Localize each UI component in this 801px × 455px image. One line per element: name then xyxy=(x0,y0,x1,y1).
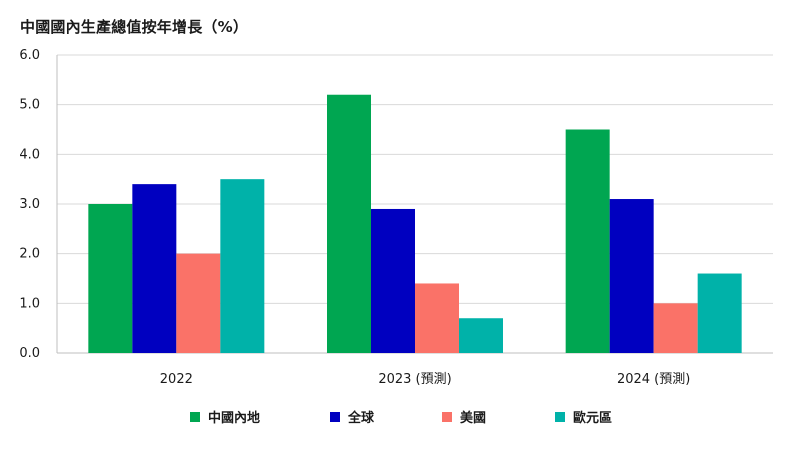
legend-swatch-us xyxy=(442,411,452,422)
legend-item-global: 全球 xyxy=(330,407,374,426)
legend-label-eurozone: 歐元區 xyxy=(573,411,613,426)
legend-label-us: 美國 xyxy=(460,411,487,426)
bar-0-3 xyxy=(220,179,265,353)
legend-item-us: 美國 xyxy=(442,407,486,426)
bar-2-2 xyxy=(653,303,698,353)
y-tick-label-6: 6.0 xyxy=(19,48,40,63)
y-tick-label-4: 4.0 xyxy=(19,147,40,162)
x-category-label-0: 2022 xyxy=(160,372,193,387)
y-tick-label-5: 5.0 xyxy=(19,98,40,113)
bar-0-1 xyxy=(132,184,177,353)
legend-swatch-eurozone xyxy=(555,411,565,422)
legend-swatch-mainland xyxy=(190,411,200,422)
chart-title: 中國國內生產總值按年增長（%） xyxy=(20,18,249,36)
bar-1-3 xyxy=(459,318,503,353)
legend-item-eurozone: 歐元區 xyxy=(555,407,612,426)
bar-0-0 xyxy=(88,204,133,353)
chart-legend: 中國內地 全球 美國 歐元區 xyxy=(0,407,801,429)
legend-swatch-global xyxy=(330,411,340,422)
bar-1-2 xyxy=(415,283,459,353)
x-category-label-1: 2023 (預測) xyxy=(378,372,451,387)
bar-1-0 xyxy=(327,94,371,353)
legend-item-mainland: 中國內地 xyxy=(190,407,260,426)
legend-label-global: 全球 xyxy=(348,411,375,426)
bar-chart: 0.0 1.0 2.0 3.0 4.0 5.0 6.0 2022 2023 (預測) 2024 (… xyxy=(19,48,773,387)
legend-label-mainland: 中國內地 xyxy=(208,411,261,426)
y-tick-label-0: 0.0 xyxy=(19,346,40,361)
y-tick-label-1: 1.0 xyxy=(19,296,40,311)
bar-1-1 xyxy=(371,208,415,353)
bar-2-3 xyxy=(697,273,742,353)
bar-0-2 xyxy=(176,253,221,353)
y-tick-label-3: 3.0 xyxy=(19,197,40,212)
bar-2-0 xyxy=(565,129,610,353)
y-tick-label-2: 2.0 xyxy=(19,247,40,262)
bar-2-1 xyxy=(609,199,654,353)
x-category-label-2: 2024 (預測) xyxy=(617,372,690,387)
